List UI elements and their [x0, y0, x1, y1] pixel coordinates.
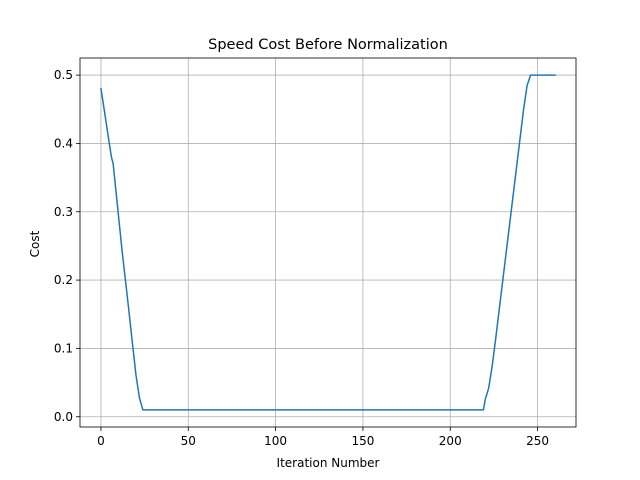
y-tick-label: 0.4: [54, 136, 73, 150]
y-tick-label: 0.0: [54, 410, 73, 424]
x-axis-title: Iteration Number: [277, 456, 380, 470]
y-tick-label: 0.2: [54, 273, 73, 287]
grid: [80, 58, 576, 427]
plot-lines: [100, 74, 556, 411]
series-line-0: [100, 74, 556, 411]
y-tick-label: 0.1: [54, 341, 73, 355]
x-tick-label: 150: [351, 434, 374, 448]
ticks: 0 50 100 150 200 250 0.0 0.1 0.2 0.3 0.4 0.5: [54, 68, 549, 448]
x-tick-label: 0: [97, 434, 105, 448]
x-tick-label: 50: [181, 434, 196, 448]
y-tick-label: 0.5: [54, 68, 73, 82]
y-tick-label: 0.3: [54, 205, 73, 219]
x-tick-label: 100: [264, 434, 287, 448]
plot-frame: [79, 57, 577, 428]
x-tick-label: 250: [526, 434, 549, 448]
y-axis-title: Cost: [28, 230, 42, 257]
x-tick-label: 200: [439, 434, 462, 448]
chart-title: Speed Cost Before Normalization: [208, 37, 448, 53]
